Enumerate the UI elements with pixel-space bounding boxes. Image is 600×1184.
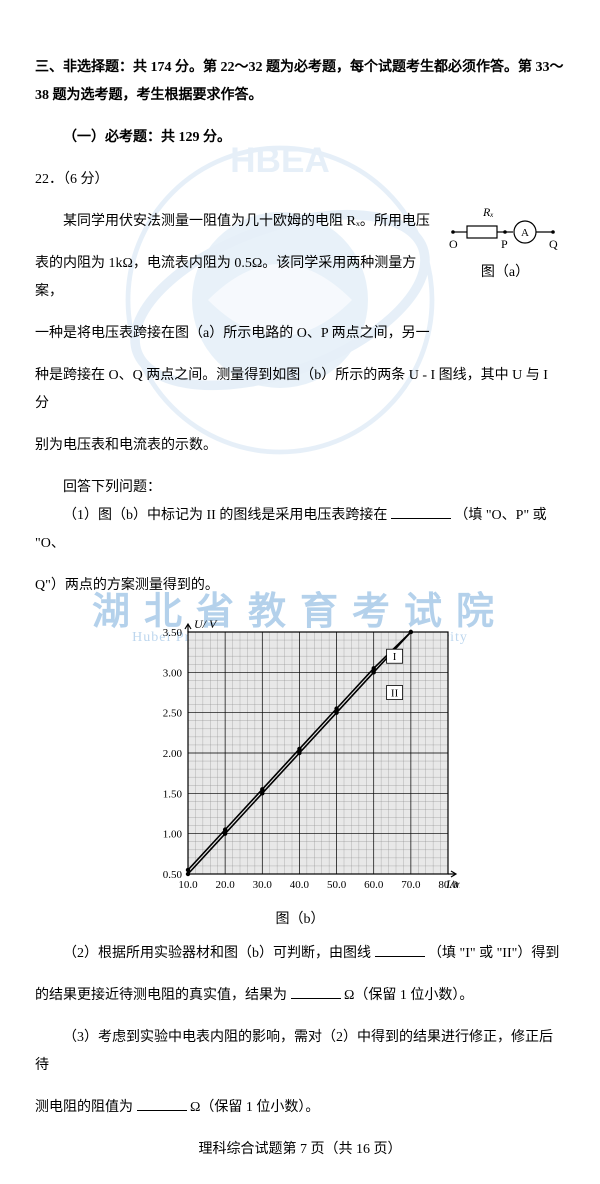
svg-text:3.50: 3.50 — [163, 627, 183, 639]
svg-text:20.0: 20.0 — [216, 879, 236, 891]
body-p4: 种是跨接在 O、Q 两点之间。测量得到如图（b）所示的两条 U - I 图线，其… — [35, 362, 565, 418]
svg-text:I: I — [393, 651, 397, 663]
q2-cont: 的结果更接近待测电阻的真实值，结果为 Ω（保留 1 位小数）。 — [35, 982, 565, 1010]
blank-1[interactable] — [391, 504, 451, 519]
svg-text:30.0: 30.0 — [253, 879, 273, 891]
svg-text:1.00: 1.00 — [163, 829, 183, 841]
svg-text:Q: Q — [549, 237, 558, 251]
q2-text-c: 的结果更接近待测电阻的真实值，结果为 — [35, 988, 287, 1003]
q3-text-b: 测电阻的阻值为 — [35, 1100, 133, 1115]
svg-text:I/mA: I/mA — [445, 877, 460, 891]
q1-cont: Q"）两点的方案测量得到的。 — [35, 572, 565, 600]
blank-3[interactable] — [291, 984, 341, 999]
page-footer: 理科综合试题第 7 页（共 16 页） — [35, 1136, 565, 1164]
part-heading: （一）必考题：共 129 分。 — [35, 124, 565, 152]
circuit-caption: 图（a） — [445, 259, 565, 287]
q2-text-a: （2）根据所用实验器材和图（b）可判断，由图线 — [63, 946, 371, 961]
q1: （1）图（b）中标记为 II 的图线是采用电压表跨接在 （填 "O、P" 或 "… — [35, 502, 565, 558]
q3-text-c: Ω（保留 1 位小数）。 — [190, 1100, 319, 1115]
svg-text:60.0: 60.0 — [364, 879, 384, 891]
svg-text:U/ V: U/ V — [194, 617, 218, 631]
q3-cont: 测电阻的阻值为 Ω（保留 1 位小数）。 — [35, 1094, 565, 1122]
body-answer: 回答下列问题： — [35, 474, 565, 502]
svg-text:1.50: 1.50 — [163, 788, 183, 800]
svg-text:2.00: 2.00 — [163, 748, 183, 760]
svg-text:0.50: 0.50 — [163, 869, 183, 881]
circuit-figure: Rₓ A O P Q 图（a） — [445, 204, 565, 287]
blank-2[interactable] — [375, 942, 425, 957]
question-number: 22．（6 分） — [35, 166, 565, 194]
body-p3: 一种是将电压表跨接在图（a）所示电路的 O、P 两点之间，另一 — [35, 320, 565, 348]
svg-text:40.0: 40.0 — [290, 879, 310, 891]
svg-text:II: II — [391, 688, 399, 700]
svg-text:O: O — [449, 237, 458, 251]
q3: （3）考虑到实验中电表内阻的影响，需对（2）中得到的结果进行修正，修正后待 — [35, 1024, 565, 1080]
section-heading: 三、非选择题：共 174 分。第 22～32 题为必考题，每个试题考生都必须作答… — [35, 54, 565, 110]
svg-text:3.00: 3.00 — [163, 667, 183, 679]
svg-text:50.0: 50.0 — [327, 879, 347, 891]
blank-4[interactable] — [137, 1096, 187, 1111]
body-p5: 别为电压表和电流表的示数。 — [35, 432, 565, 460]
q2-text-d: Ω（保留 1 位小数）。 — [344, 988, 473, 1003]
svg-text:P: P — [501, 237, 508, 251]
q1-text-a: （1）图（b）中标记为 II 的图线是采用电压表跨接在 — [63, 508, 387, 523]
svg-text:A: A — [521, 227, 529, 239]
svg-text:Rₓ: Rₓ — [482, 205, 494, 219]
chart-caption: 图（b） — [140, 906, 460, 934]
chart-figure: 10.020.030.040.050.060.070.080.00.501.00… — [140, 614, 460, 934]
svg-text:2.50: 2.50 — [163, 708, 183, 720]
q2: （2）根据所用实验器材和图（b）可判断，由图线 （填 "I" 或 "II"）得到 — [35, 940, 565, 968]
q2-text-b: （填 "I" 或 "II"）得到 — [428, 946, 559, 961]
svg-text:70.0: 70.0 — [401, 879, 421, 891]
